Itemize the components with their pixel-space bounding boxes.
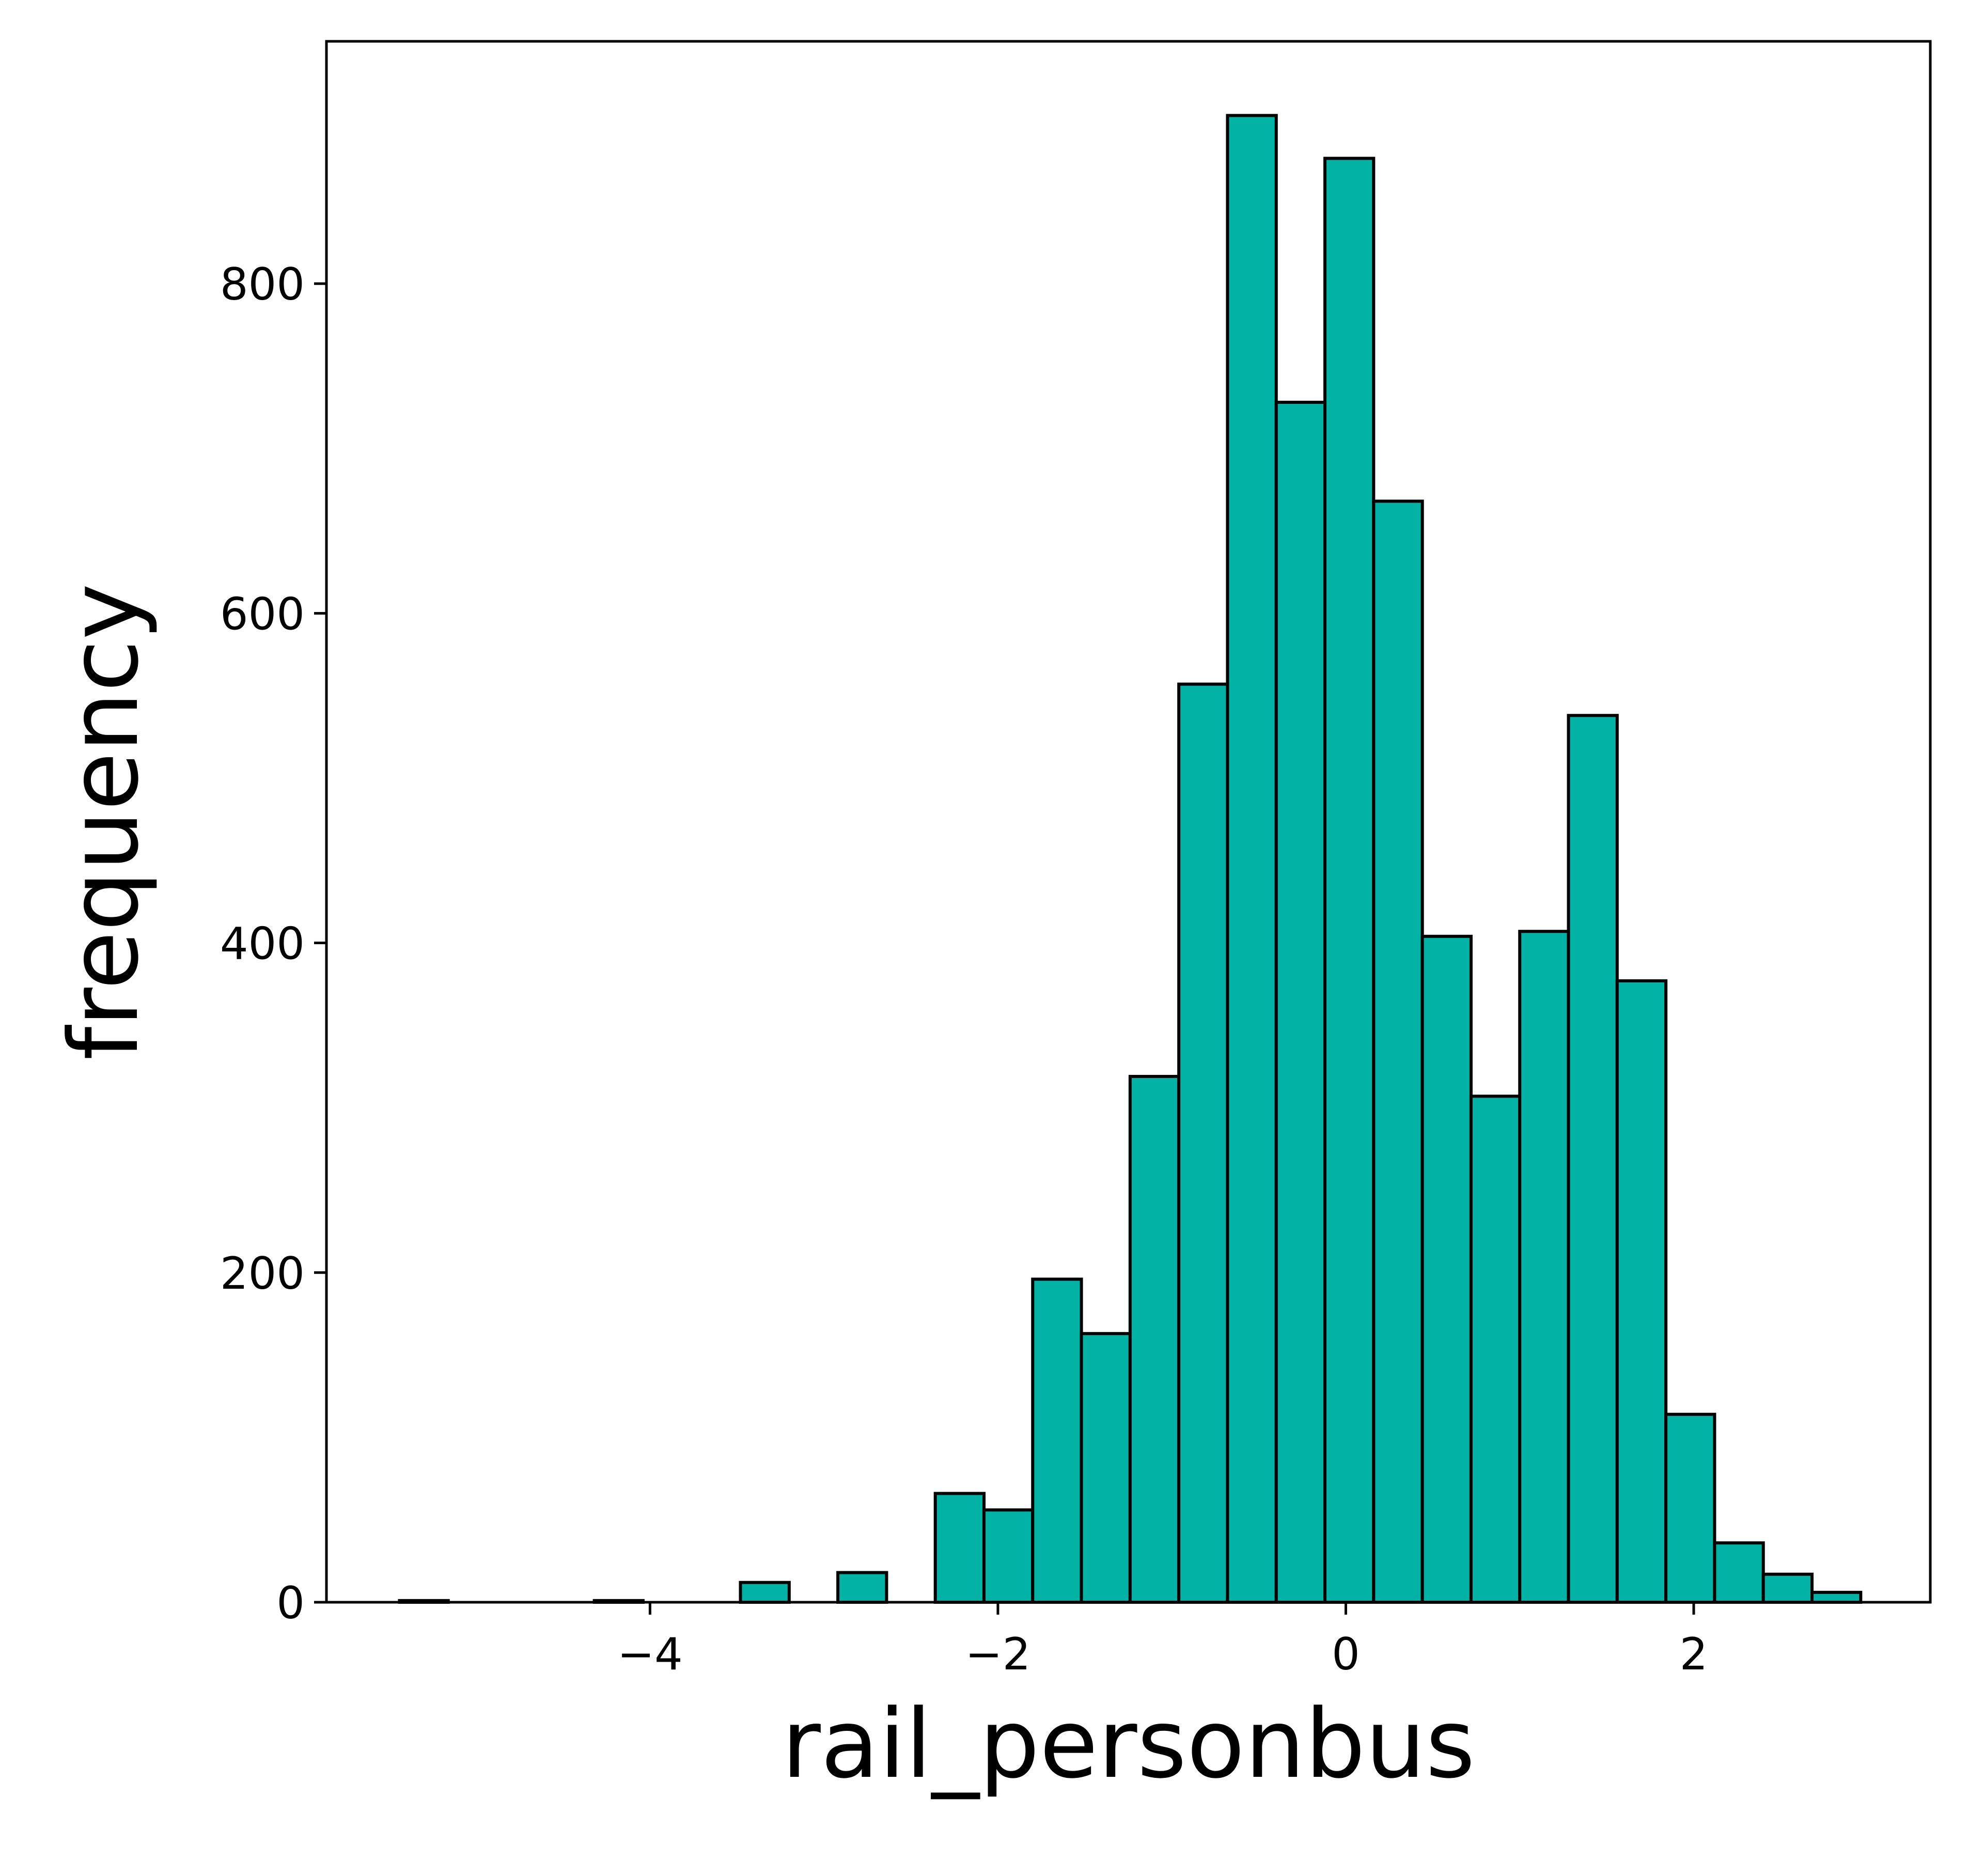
- histogram-bar: [1810, 1590, 1863, 1604]
- histogram-bar: [1518, 930, 1570, 1604]
- y-axis: 0 200 400 600 800: [220, 259, 326, 1629]
- y-tick-label: 800: [220, 259, 305, 310]
- histogram-bar: [1031, 1277, 1083, 1604]
- histogram-bar: [1177, 682, 1229, 1604]
- histogram-bar: [1128, 1075, 1181, 1604]
- x-tick-label: −4: [617, 1629, 683, 1680]
- y-tick-label: 600: [220, 588, 305, 640]
- x-axis-label: rail_personbus: [782, 1689, 1475, 1800]
- histogram-bars: [398, 114, 1863, 1604]
- histogram-bar: [1469, 1095, 1522, 1604]
- histogram-bar: [1226, 114, 1278, 1604]
- histogram-bar: [982, 1508, 1035, 1604]
- y-tick-label: 0: [276, 1577, 305, 1629]
- histogram-bar: [1323, 157, 1376, 1604]
- histogram-bar: [1420, 934, 1473, 1604]
- histogram-bar: [1567, 714, 1619, 1604]
- histogram-bar: [1713, 1541, 1765, 1604]
- histogram-bar: [933, 1492, 986, 1604]
- y-tick-label: 400: [220, 918, 305, 970]
- x-tick-label: 0: [1332, 1629, 1360, 1680]
- histogram-bar: [1372, 499, 1424, 1604]
- x-tick-label: −2: [965, 1629, 1031, 1680]
- x-tick-label: 2: [1680, 1629, 1708, 1680]
- y-axis-label: frequency: [49, 584, 160, 1060]
- histogram-bar: [1761, 1572, 1814, 1604]
- plot-frame: [325, 40, 1932, 1604]
- histogram-bar: [1274, 400, 1327, 1604]
- histogram-bar: [1664, 1413, 1716, 1604]
- histogram-bar: [1615, 979, 1668, 1604]
- y-tick-label: 200: [220, 1248, 305, 1300]
- histogram-bar: [1080, 1332, 1132, 1604]
- histogram-bar: [739, 1581, 791, 1604]
- x-axis: −4 −2 0 2: [617, 1602, 1708, 1680]
- histogram-bar: [836, 1571, 888, 1604]
